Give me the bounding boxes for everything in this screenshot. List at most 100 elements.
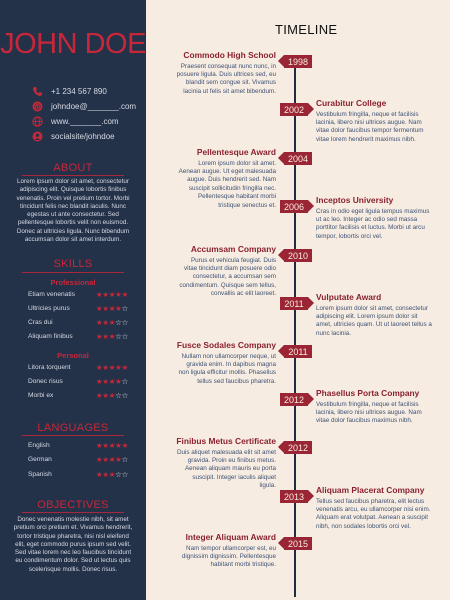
timeline-entry-title: Finibus Metus Certificate [176, 436, 276, 446]
star-rating: ★★★☆☆ [95, 331, 129, 341]
timeline-entry: Commodo High School Praesent consequat nu… [176, 50, 276, 96]
timeline-entry-text: Nullam non ullamcorper neque, ut gravida… [178, 352, 276, 385]
star-filled-icon: ★ [121, 440, 129, 450]
timeline-entry: Pellentesque Award Lorem ipsum dolor sit … [176, 147, 276, 210]
skill-row: Litora torquent ★★★★★ [28, 362, 128, 372]
timeline-entry: Fusce Sodales Company Nullam non ullamcor… [176, 340, 276, 386]
star-filled-icon: ★ [115, 455, 122, 464]
star-rating: ★★★★★ [95, 289, 129, 299]
timeline-entry-title: Phasellus Porta Company [316, 388, 420, 398]
star-filled-icon: ★ [108, 289, 116, 299]
timeline-entry-text: Vestibulum fringilla, neque et facilisis… [316, 110, 424, 143]
contact-email: @ johndoe@_______.com [32, 99, 136, 113]
timeline-entry-text: Lorem ipsum dolor sit amet. Aenean augue… [178, 159, 276, 209]
globe-icon [32, 115, 43, 127]
star-filled-icon: ★ [108, 331, 116, 341]
contact-phone-text: +1 234 567 890 [51, 86, 107, 96]
contact-social-text[interactable]: socialsite/johndoe [51, 131, 115, 141]
star-empty-icon: ☆ [115, 317, 122, 327]
svg-text:@: @ [34, 103, 41, 111]
skill-name: Aliquam finibus [28, 332, 73, 340]
skill-name: Morbi ex [28, 391, 54, 399]
star-filled-icon: ★ [102, 376, 109, 386]
star-filled-icon: ★ [108, 376, 116, 386]
star-filled-icon: ★ [102, 317, 109, 327]
languages-title: LANGUAGES [37, 422, 109, 434]
star-rating: ★★★☆☆ [95, 317, 129, 327]
email-icon: @ [32, 101, 43, 112]
phone-icon [32, 86, 43, 97]
star-filled-icon: ★ [102, 440, 109, 450]
star-filled-icon: ★ [95, 331, 103, 341]
star-filled-icon: ★ [121, 362, 129, 372]
star-empty-icon: ☆ [115, 331, 122, 341]
year-tag: 2002 [280, 103, 314, 116]
year-tag: 2012 [278, 441, 312, 454]
year-tag: 2004 [278, 152, 312, 165]
year-tag: 1998 [278, 55, 312, 68]
timeline-entry: Integer Aliquam Award Nam tempor ullamcor… [176, 532, 276, 570]
star-filled-icon: ★ [95, 289, 103, 299]
star-empty-icon: ☆ [121, 331, 129, 341]
timeline-entry-text: Tellus sed faucibus pharetra, elit lectu… [316, 497, 431, 530]
skills-divider [22, 272, 124, 273]
objectives-title: OBJECTIVES [37, 499, 109, 511]
star-filled-icon: ★ [102, 455, 109, 464]
about-title: ABOUT [53, 162, 93, 174]
star-filled-icon: ★ [115, 362, 122, 372]
year-tag: 2010 [278, 249, 312, 262]
timeline-entry: Inceptos University Cras in odio eget lig… [316, 195, 434, 241]
star-filled-icon: ★ [108, 440, 116, 450]
year-tag: 2006 [280, 200, 314, 213]
timeline-entry-title: Curabitur College [316, 98, 387, 108]
candidate-name: JOHN DOE [0, 28, 146, 60]
skill-name: Litora torquent [28, 363, 71, 371]
timeline-entry-text: Duis aliquet malesuada elit sit amet gra… [176, 448, 276, 490]
timeline-entry-text: Lorem ipsum dolor sit amet, consectetur … [316, 304, 432, 337]
skill-row: Cras dui ★★★☆☆ [28, 317, 128, 327]
skill-name: English [28, 441, 50, 449]
objectives-text: Donec venenatis molestie nibh, sit amet … [13, 516, 133, 573]
timeline-entry: Vulputate Award Lorem ipsum dolor sit ame… [316, 292, 434, 338]
star-filled-icon: ★ [115, 376, 122, 386]
timeline-entry-title: Pellentesque Award [196, 147, 276, 157]
star-filled-icon: ★ [121, 289, 129, 299]
skill-row: German ★★★★☆ [28, 455, 128, 465]
star-empty-icon: ☆ [121, 455, 129, 464]
timeline-entry-title: Accumsam Company [190, 244, 276, 254]
contact-phone: +1 234 567 890 [32, 84, 107, 98]
timeline-entry: Curabitur College Vestibulum fringilla, n… [316, 98, 434, 144]
timeline-entry-title: Commodo High School [183, 50, 276, 60]
about-divider [22, 175, 124, 176]
contact-email-text[interactable]: johndoe@_______.com [51, 101, 137, 111]
skill-name: Spanish [28, 470, 52, 478]
timeline-entry-text: Purus et vehicula feugiat. Duis vitae ti… [179, 256, 276, 298]
skill-row: Morbi ex ★★★☆☆ [28, 390, 128, 400]
star-filled-icon: ★ [95, 303, 103, 313]
star-rating: ★★★★☆ [95, 303, 129, 313]
star-filled-icon: ★ [108, 469, 116, 479]
timeline-entry-text: Praesent consequat nunc nunc, in posuere… [176, 62, 276, 95]
star-filled-icon: ★ [115, 303, 122, 313]
star-filled-icon: ★ [102, 331, 109, 341]
skill-row: Donec risus ★★★★☆ [28, 376, 128, 386]
star-filled-icon: ★ [108, 303, 116, 313]
year-tag: 2011 [278, 345, 312, 358]
star-filled-icon: ★ [108, 317, 116, 327]
objectives-divider [22, 512, 124, 513]
star-filled-icon: ★ [115, 440, 122, 450]
star-filled-icon: ★ [95, 317, 103, 327]
skill-name: Etiam venenatis [28, 290, 75, 298]
star-rating: ★★★★★ [96, 440, 129, 450]
skill-name: Cras dui [28, 318, 53, 326]
timeline-entry-text: Cras in odio eget ligula tempus maximus … [316, 207, 430, 240]
timeline-entry-title: Inceptos University [316, 195, 394, 205]
star-empty-icon: ☆ [115, 390, 122, 400]
skill-row: Spanish ★★★☆☆ [28, 469, 128, 479]
skill-name: German [28, 456, 52, 463]
star-filled-icon: ★ [102, 390, 109, 400]
star-empty-icon: ☆ [121, 303, 129, 313]
skill-name: Donec risus [28, 377, 63, 385]
skill-row: Aliquam finibus ★★★☆☆ [28, 331, 128, 341]
contact-website-text[interactable]: www._______.com [51, 116, 119, 126]
